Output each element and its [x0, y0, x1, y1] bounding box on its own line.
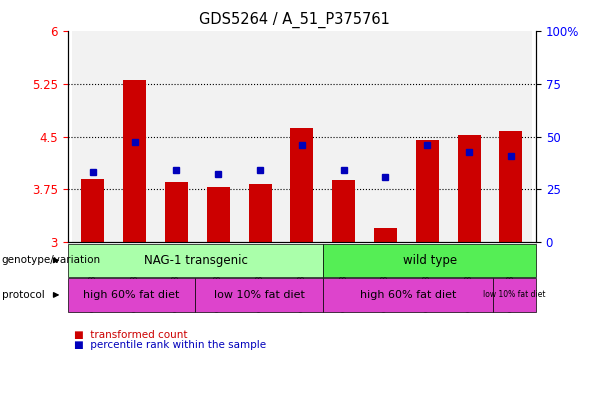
Bar — [165, 182, 188, 242]
Bar — [207, 187, 230, 242]
Bar — [406, 31, 448, 242]
Bar — [123, 81, 146, 242]
Bar — [365, 31, 406, 242]
Text: wild type: wild type — [402, 254, 456, 267]
Text: genotype/variation: genotype/variation — [2, 255, 101, 265]
Text: high 60% fat diet: high 60% fat diet — [360, 290, 456, 300]
Bar — [72, 31, 114, 242]
Bar — [374, 228, 397, 242]
Bar — [114, 31, 155, 242]
Text: NAG-1 transgenic: NAG-1 transgenic — [144, 254, 247, 267]
Text: ■  transformed count: ■ transformed count — [74, 330, 187, 340]
Bar — [239, 31, 281, 242]
Bar — [249, 184, 272, 242]
Bar — [490, 31, 532, 242]
Text: GDS5264 / A_51_P375761: GDS5264 / A_51_P375761 — [199, 12, 390, 28]
Text: ■  percentile rank within the sample: ■ percentile rank within the sample — [74, 340, 266, 350]
Text: low 10% fat diet: low 10% fat diet — [214, 290, 305, 300]
Bar — [281, 31, 323, 242]
Bar — [197, 31, 239, 242]
Bar — [458, 135, 481, 242]
Bar — [332, 180, 355, 242]
Bar — [323, 31, 365, 242]
Text: high 60% fat diet: high 60% fat diet — [84, 290, 180, 300]
Bar — [499, 131, 522, 242]
Text: protocol: protocol — [2, 290, 45, 300]
Bar — [155, 31, 197, 242]
Bar — [448, 31, 490, 242]
Bar — [81, 178, 104, 242]
Text: low 10% fat diet: low 10% fat diet — [484, 290, 546, 299]
Bar — [416, 140, 439, 242]
Bar — [290, 128, 313, 242]
